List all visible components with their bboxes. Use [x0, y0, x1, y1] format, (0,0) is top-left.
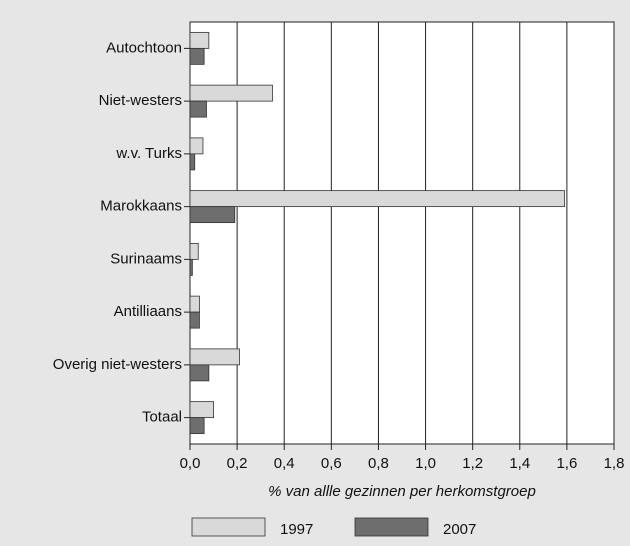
y-tick-label: Totaal: [142, 409, 182, 426]
bar: [189, 417, 205, 435]
y-tick-label: Niet-westers: [99, 92, 182, 109]
x-axis-label: % van allle gezinnen per herkomstgroep: [268, 483, 536, 500]
bar: [189, 190, 565, 208]
bar: [189, 47, 205, 65]
x-tick-label: 0,0: [180, 455, 201, 472]
legend-label: 1997: [280, 521, 313, 538]
y-tick-label: Autochtoon: [106, 39, 182, 56]
bar: [189, 84, 273, 102]
legend-label: 2007: [443, 521, 476, 538]
x-tick-label: 0,4: [274, 455, 295, 472]
y-tick-label: Antilliaans: [114, 303, 182, 320]
y-tick-label: w.v. Turks: [115, 145, 182, 162]
bar: [189, 295, 200, 313]
bar: [189, 137, 204, 155]
y-tick-label: Surinaams: [110, 250, 182, 267]
bar: [189, 311, 200, 329]
bar: [189, 100, 207, 118]
x-tick-label: 0,6: [321, 455, 342, 472]
bar: [189, 348, 240, 366]
x-tick-label: 1,4: [509, 455, 530, 472]
x-tick-label: 0,8: [368, 455, 389, 472]
legend-swatch: [191, 517, 266, 537]
bar: [189, 242, 199, 260]
x-tick-label: 0,2: [227, 455, 248, 472]
x-tick-label: 1,6: [556, 455, 577, 472]
bar: [189, 31, 210, 49]
bar: [189, 401, 214, 419]
legend-swatch: [354, 517, 429, 537]
y-tick-label: Marokkaans: [100, 198, 182, 215]
y-tick-label: Overig niet-westers: [53, 356, 182, 373]
bar: [189, 258, 193, 276]
x-tick-label: 1,2: [462, 455, 483, 472]
bar: [189, 153, 196, 171]
bar: [189, 364, 210, 382]
x-tick-label: 1,8: [604, 455, 625, 472]
bar: [189, 206, 236, 224]
x-tick-label: 1,0: [415, 455, 436, 472]
